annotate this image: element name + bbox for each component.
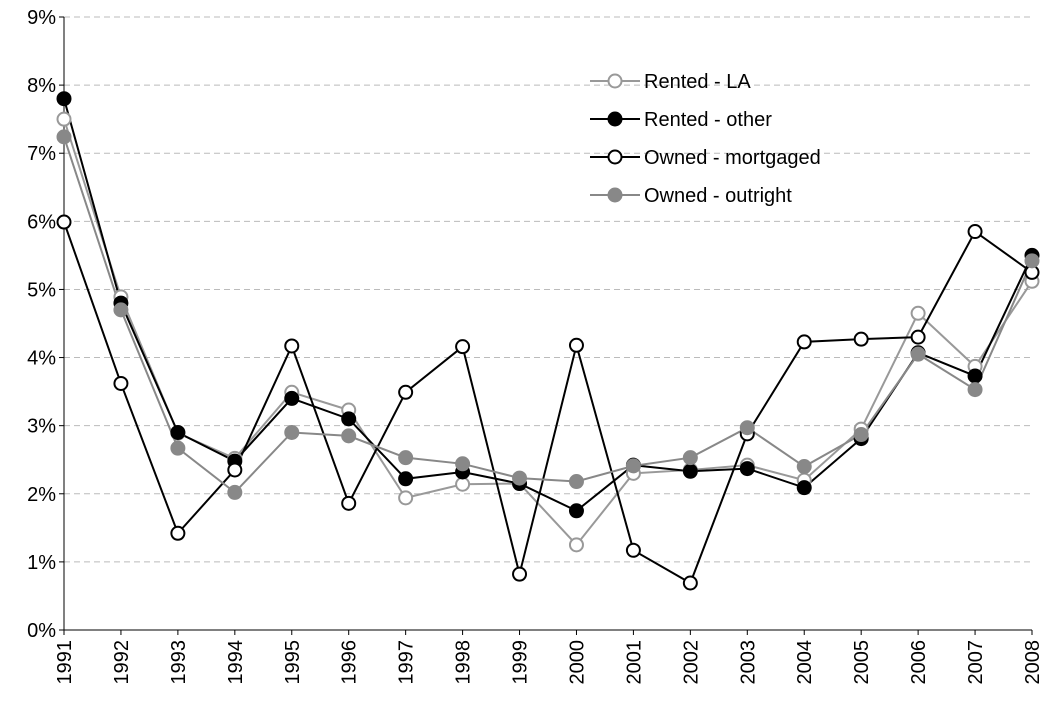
legend-marker (607, 149, 623, 165)
x-tick-label: 2001 (623, 640, 645, 685)
y-tick-label: 8% (27, 75, 56, 97)
y-tick-label: 1% (27, 552, 56, 574)
point (967, 368, 983, 384)
point (1024, 253, 1040, 269)
x-tick-label: 1991 (54, 640, 76, 685)
point (284, 338, 300, 354)
point (739, 461, 755, 477)
point (341, 428, 357, 444)
x-tick-label: 2008 (1022, 640, 1044, 685)
point (682, 450, 698, 466)
legend-label: Owned - outright (644, 185, 792, 207)
point (910, 346, 926, 362)
point (455, 456, 471, 472)
point (113, 375, 129, 391)
point (512, 470, 528, 486)
y-tick-label: 0% (27, 620, 56, 642)
point (284, 424, 300, 440)
point (341, 411, 357, 427)
series-line (63, 98, 1033, 512)
y-tick-label: 7% (27, 143, 56, 165)
point (568, 337, 584, 353)
series-line (63, 136, 1033, 494)
point (853, 427, 869, 443)
y-tick-label: 9% (27, 7, 56, 29)
point (625, 542, 641, 558)
point (967, 382, 983, 398)
series-line (63, 221, 1033, 585)
point (113, 302, 129, 318)
point (796, 459, 812, 475)
point (739, 420, 755, 436)
point (625, 458, 641, 474)
x-tick-label: 2002 (680, 640, 702, 685)
point (56, 129, 72, 145)
x-tick-label: 2006 (908, 640, 930, 685)
point (227, 462, 243, 478)
x-tick-label: 1995 (282, 640, 304, 685)
y-tick-label: 3% (27, 416, 56, 438)
point (56, 214, 72, 230)
x-tick-label: 1992 (111, 640, 133, 685)
point (853, 331, 869, 347)
legend-marker (607, 73, 623, 89)
x-tick-label: 2003 (737, 640, 759, 685)
x-tick-label: 1994 (225, 640, 247, 685)
legend-label: Rented - LA (644, 71, 751, 93)
point (682, 575, 698, 591)
point (170, 440, 186, 456)
point (284, 390, 300, 406)
point (512, 566, 528, 582)
y-tick-label: 2% (27, 484, 56, 506)
point (56, 91, 72, 107)
point (910, 305, 926, 321)
point (455, 339, 471, 355)
point (568, 474, 584, 490)
point (398, 490, 414, 506)
point (455, 476, 471, 492)
point (398, 450, 414, 466)
point (341, 495, 357, 511)
legend-marker (607, 187, 623, 203)
x-tick-label: 1996 (339, 640, 361, 685)
point (398, 384, 414, 400)
x-tick-label: 1993 (168, 640, 190, 685)
point (56, 111, 72, 127)
point (170, 424, 186, 440)
point (227, 484, 243, 500)
point (796, 480, 812, 496)
point (398, 471, 414, 487)
legend-marker (607, 111, 623, 127)
point (910, 329, 926, 345)
x-tick-label: 2007 (965, 640, 987, 685)
legend-label: Owned - mortgaged (644, 147, 821, 169)
x-tick-label: 1998 (453, 640, 475, 685)
point (682, 463, 698, 479)
x-tick-label: 2004 (794, 640, 816, 685)
y-tick-label: 4% (27, 348, 56, 370)
x-tick-label: 2000 (566, 640, 588, 685)
point (796, 334, 812, 350)
point (568, 537, 584, 553)
x-tick-label: 1997 (396, 640, 418, 685)
point (568, 503, 584, 519)
point (170, 525, 186, 541)
y-tick-label: 5% (27, 279, 56, 301)
legend-label: Rented - other (644, 109, 772, 131)
x-tick-label: 2005 (851, 640, 873, 685)
point (967, 224, 983, 240)
series-line (63, 118, 1033, 547)
x-tick-label: 1999 (510, 640, 532, 685)
y-tick-label: 6% (27, 211, 56, 233)
